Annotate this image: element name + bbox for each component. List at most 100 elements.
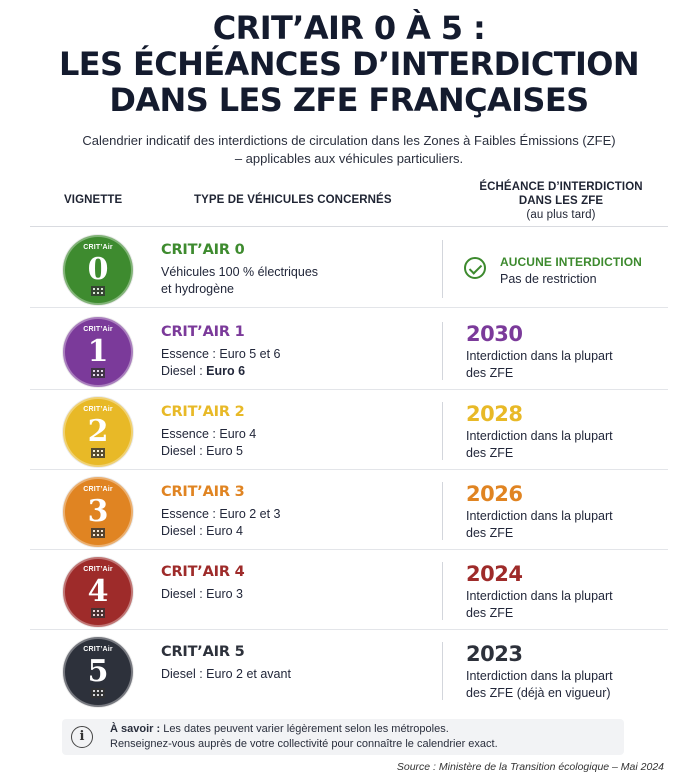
vehicle-class-name: CRIT’AIR 1 (161, 324, 245, 340)
ban-note-line: des ZFE (466, 366, 514, 380)
no-ban-label: AUCUNE INTERDICTION (500, 255, 642, 269)
vehicle-type-line: Essence : Euro 5 et 6 (161, 346, 281, 363)
ban-note: Interdiction dans la plupart des ZFE (466, 508, 666, 542)
critair-1-badge-icon: CRIT’Air 1 (63, 317, 133, 387)
ban-year: 2026 (466, 482, 523, 506)
vehicle-class-name: CRIT’AIR 5 (161, 644, 245, 660)
info-icon: i (71, 726, 93, 748)
badge-label: CRIT’Air (83, 566, 113, 573)
vehicle-type-text: Diesel : (161, 364, 207, 378)
row-divider (30, 307, 668, 308)
ban-year: 2028 (466, 402, 523, 426)
critair-2-badge-icon: CRIT’Air 2 (63, 397, 133, 467)
check-circle-icon (464, 257, 486, 279)
critair-row-1: CRIT’Air 1 CRIT’AIR 1 Essence : Euro 5 et 6… (30, 310, 668, 390)
header-type: TYPE DE VÉHICULES CONCERNÉS (194, 194, 392, 206)
column-divider (442, 642, 443, 700)
header-vignette: VIGNETTE (64, 194, 123, 206)
vehicle-type-line: Essence : Euro 4 (161, 426, 256, 443)
ban-note: Interdiction dans la plupart des ZFE (466, 428, 666, 462)
critair-row-5: CRIT’Air 5 CRIT’AIR 5 Diesel : Euro 2 et av… (30, 630, 668, 710)
vehicle-class-name: CRIT’AIR 2 (161, 404, 245, 420)
row-divider (30, 469, 668, 470)
vehicle-type-line: Diesel : Euro 4 (161, 523, 281, 540)
vehicle-types: Diesel : Euro 2 et avant (161, 666, 291, 683)
badge-label: CRIT’Air (83, 646, 113, 653)
vehicle-class-name: CRIT’AIR 0 (161, 242, 245, 258)
row-divider (30, 629, 668, 630)
subtitle-line-1: Calendrier indicatif des interdictions d… (82, 133, 616, 148)
ban-note-line: des ZFE (466, 526, 514, 540)
ban-note-line: Interdiction dans la plupart (466, 589, 613, 603)
critair-row-3: CRIT’Air 3 CRIT’AIR 3 Essence : Euro 2 et 3… (30, 470, 668, 550)
badge-number: 3 (87, 494, 109, 529)
ban-note: Interdiction dans la plupart des ZFE (466, 348, 666, 382)
subtitle-line-2: – applicables aux véhicules particuliers… (234, 151, 464, 166)
header-deadline-line1: ÉCHÉANCE D’INTERDICTION (479, 181, 643, 193)
vehicle-type-text: et hydrogène (161, 282, 234, 296)
column-divider (442, 402, 443, 460)
badge-number: 5 (87, 654, 109, 689)
badge-label: CRIT’Air (83, 406, 113, 413)
title-line-1: CRIT’AIR 0 À 5 : (212, 9, 486, 47)
ban-note: Interdiction dans la plupart des ZFE (466, 588, 666, 622)
ban-note-line: Interdiction dans la plupart (466, 669, 613, 683)
vehicle-type-bold: Euro 6 (206, 364, 246, 378)
ban-note-line: Interdiction dans la plupart (466, 349, 613, 363)
vehicle-type-line: et hydrogène (161, 281, 318, 298)
column-divider (442, 322, 443, 380)
vehicle-type-text: Essence : Euro 4 (161, 427, 257, 441)
vehicle-types: Essence : Euro 4 Diesel : Euro 5 (161, 426, 256, 460)
badge-number: 4 (87, 574, 109, 609)
vehicle-types: Essence : Euro 5 et 6 Diesel : Euro 6 (161, 346, 281, 380)
qr-code-icon (91, 368, 105, 378)
vehicle-types: Essence : Euro 2 et 3 Diesel : Euro 4 (161, 506, 281, 540)
badge-number: 2 (87, 414, 109, 449)
ban-note-line: des ZFE (466, 606, 514, 620)
header-deadline-line2: DANS LES ZFE (518, 195, 604, 207)
vehicle-type-line: Diesel : Euro 5 (161, 443, 256, 460)
qr-code-icon (91, 608, 105, 618)
badge-number: 0 (87, 252, 109, 287)
critair-0-badge-icon: CRIT’Air 0 (63, 235, 133, 305)
vehicle-type-text: Diesel : Euro 5 (161, 444, 243, 458)
vehicle-type-text: Diesel : Euro 3 (161, 587, 243, 601)
vehicle-type-line: Diesel : Euro 6 (161, 363, 281, 380)
page-subtitle: Calendrier indicatif des interdictions d… (0, 132, 698, 168)
qr-code-icon (91, 688, 105, 698)
vehicle-type-line: Véhicules 100 % électriques (161, 264, 318, 281)
source-credit: Source : Ministère de la Transition écol… (396, 761, 664, 773)
ban-note-line: des ZFE (déjà en vigueur) (466, 686, 611, 700)
badge-label: CRIT’Air (83, 326, 113, 333)
critair-row-2: CRIT’Air 2 CRIT’AIR 2 Essence : Euro 4 Diese… (30, 390, 668, 470)
critair-row-4: CRIT’Air 4 CRIT’AIR 4 Diesel : Euro 3 2024 In… (30, 550, 668, 630)
vehicle-type-text: Essence : Euro 2 et 3 (161, 507, 281, 521)
no-ban-note: Pas de restriction (500, 272, 597, 286)
info-note: i À savoir : Les dates peuvent varier lé… (62, 719, 624, 755)
ban-note: Interdiction dans la plupart des ZFE (déj… (466, 668, 666, 702)
header-deadline: ÉCHÉANCE D’INTERDICTION DANS LES ZFE (au… (466, 180, 656, 222)
title-line-2: LES ÉCHÉANCES D’INTERDICTION (58, 45, 640, 83)
ban-year: 2030 (466, 322, 523, 346)
table-header: VIGNETTE TYPE DE VÉHICULES CONCERNÉS ÉCH… (0, 180, 698, 226)
ban-note-line: Interdiction dans la plupart (466, 429, 613, 443)
vehicle-types: Diesel : Euro 3 (161, 586, 243, 603)
note-line2: Renseignez-vous auprès de votre collecti… (110, 738, 498, 750)
ban-note-line: des ZFE (466, 446, 514, 460)
ban-year: 2024 (466, 562, 523, 586)
vehicle-class-name: CRIT’AIR 4 (161, 564, 245, 580)
vehicle-types: Véhicules 100 % électriques et hydrogène (161, 264, 318, 298)
badge-number: 1 (87, 334, 109, 369)
header-deadline-note: (au plus tard) (526, 209, 596, 221)
page-title: CRIT’AIR 0 À 5 : LES ÉCHÉANCES D’INTERDI… (0, 10, 698, 118)
column-divider (442, 562, 443, 620)
ban-note-line: Interdiction dans la plupart (466, 509, 613, 523)
qr-code-icon (91, 528, 105, 538)
vehicle-type-line: Essence : Euro 2 et 3 (161, 506, 281, 523)
qr-code-icon (91, 286, 105, 296)
vehicle-class-name: CRIT’AIR 3 (161, 484, 245, 500)
row-divider (30, 389, 668, 390)
badge-label: CRIT’Air (83, 486, 113, 493)
ban-year: 2023 (466, 642, 523, 666)
vehicle-type-line: Diesel : Euro 2 et avant (161, 666, 291, 683)
